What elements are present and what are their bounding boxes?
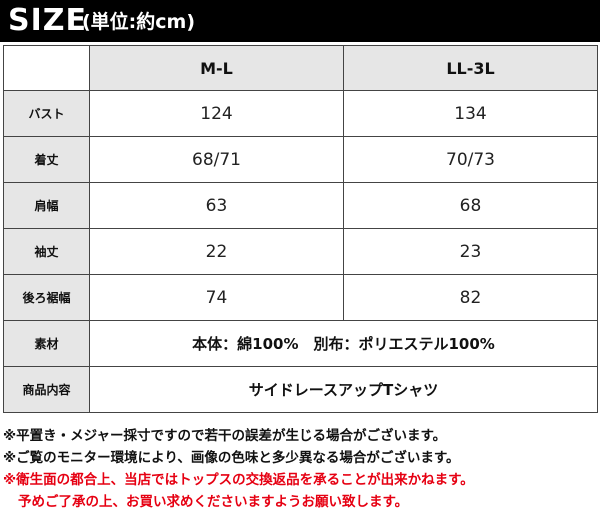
- value-length-ll-3l: 70/73: [343, 136, 598, 183]
- row-label-material: 素材: [3, 320, 90, 367]
- row-label-length: 着丈: [3, 136, 90, 183]
- table-row: 後ろ裾幅 74 82: [3, 274, 598, 321]
- table-row: 着丈 68/71 70/73: [3, 136, 598, 183]
- row-label-sleeve: 袖丈: [3, 228, 90, 275]
- value-length-m-l: 68/71: [89, 136, 344, 183]
- table-row-product: 商品内容 サイドレースアップTシャツ: [3, 366, 598, 413]
- table-row-material: 素材 本体：綿100% 別布：ポリエステル100%: [3, 320, 598, 367]
- value-hem-m-l: 74: [89, 274, 344, 321]
- value-shoulder-m-l: 63: [89, 182, 344, 229]
- note-measurement: ※平置き・メジャー採寸ですので若干の誤差が生じる場合がございます。: [3, 428, 447, 444]
- note-hygiene-warning: ※衛生面の都合上、当店ではトップスの交換返品を承ることが出来かねます。: [3, 472, 474, 488]
- value-sleeve-ll-3l: 23: [343, 228, 598, 275]
- note-monitor: ※ご覧のモニター環境により、画像の色味と多少異なる場合がございます。: [3, 450, 460, 466]
- value-sleeve-m-l: 22: [89, 228, 344, 275]
- corner-cell: [3, 45, 90, 91]
- row-label-product: 商品内容: [3, 366, 90, 413]
- row-label-hem: 後ろ裾幅: [3, 274, 90, 321]
- size-table: M-L LL-3L バスト 124 134 着丈 68/71 70/73 肩幅 …: [3, 45, 598, 413]
- column-header-ll-3l: LL-3L: [343, 45, 598, 91]
- value-shoulder-ll-3l: 68: [343, 182, 598, 229]
- column-header-m-l: M-L: [89, 45, 344, 91]
- notes-section: ※平置き・メジャー採寸ですので若干の誤差が生じる場合がございます。 ※ご覧のモニ…: [3, 425, 597, 513]
- table-header-row: M-L LL-3L: [3, 45, 598, 91]
- value-bust-m-l: 124: [89, 90, 344, 137]
- table-row: バスト 124 134: [3, 90, 598, 137]
- note-hygiene-warning-cont: 予めご了承の上、お買い求めくださいますようお願い致します。: [18, 494, 409, 510]
- unit-label: (単位:約cm): [82, 11, 196, 33]
- product-value: サイドレースアップTシャツ: [89, 366, 598, 413]
- value-hem-ll-3l: 82: [343, 274, 598, 321]
- material-value: 本体：綿100% 別布：ポリエステル100%: [89, 320, 598, 367]
- table-row: 肩幅 63 68: [3, 182, 598, 229]
- table-row: 袖丈 22 23: [3, 228, 598, 275]
- title-bar: SIZE (単位:約cm): [0, 0, 600, 42]
- size-title: SIZE: [8, 3, 88, 38]
- row-label-shoulder: 肩幅: [3, 182, 90, 229]
- value-bust-ll-3l: 134: [343, 90, 598, 137]
- row-label-bust: バスト: [3, 90, 90, 137]
